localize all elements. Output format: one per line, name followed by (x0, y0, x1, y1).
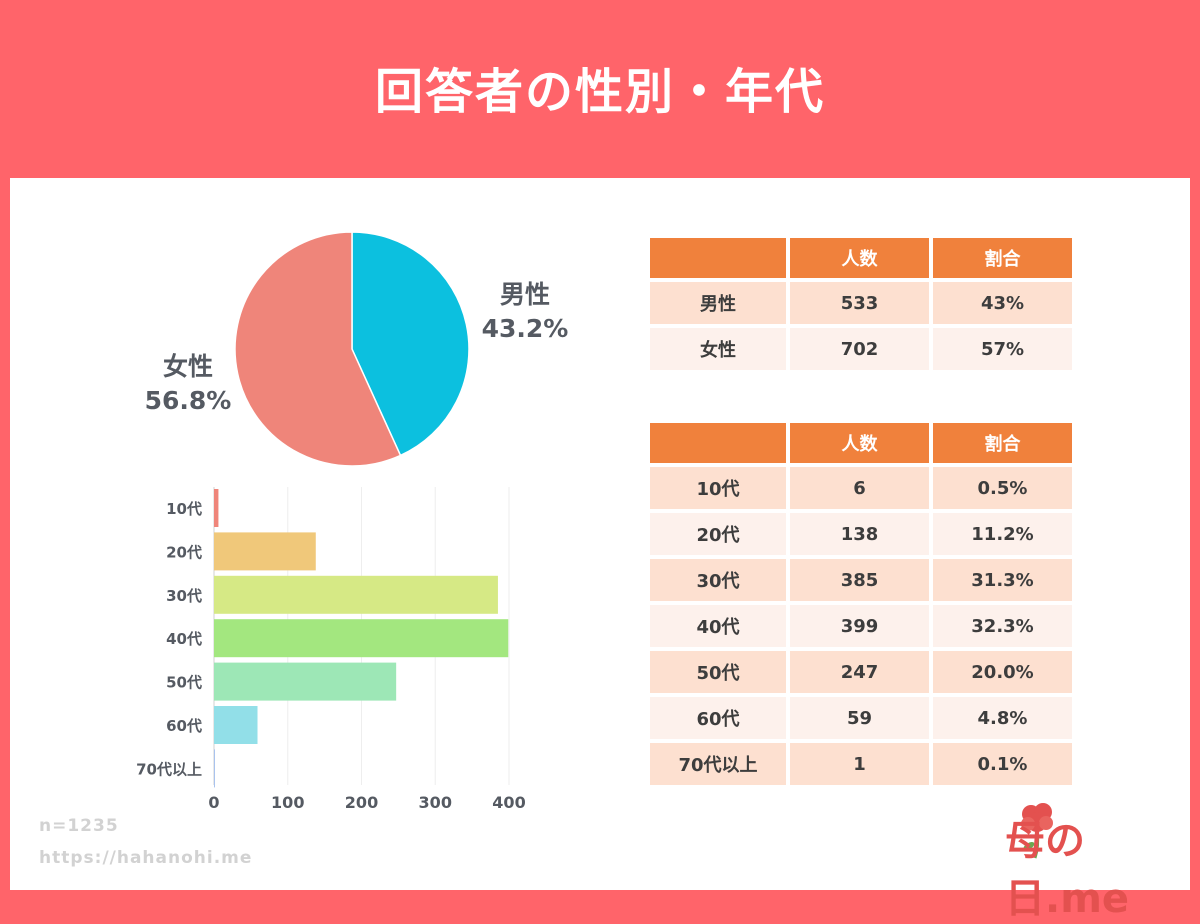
bar-2 (214, 575, 498, 614)
bar-0 (214, 489, 219, 527)
bar-4 (214, 662, 397, 701)
bar-3 (214, 619, 509, 658)
table-cell: 1 (790, 743, 929, 785)
table-cell: 70代以上 (650, 743, 786, 785)
table-row: 50代 247 20.0% (650, 651, 1072, 693)
age-table-header-cell (650, 423, 786, 463)
table-cell: 43% (933, 282, 1072, 324)
table-cell: 533 (790, 282, 929, 324)
gender-pie-chart: 男性 43.2% 女性 56.8% (10, 178, 610, 478)
age-table-header: 人数 割合 (650, 423, 1072, 463)
gender-table-header-cell (650, 238, 786, 278)
table-cell: 32.3% (933, 605, 1072, 647)
table-cell: 女性 (650, 328, 786, 370)
table-cell: 男性 (650, 282, 786, 324)
y-category-label: 70代以上 (136, 760, 202, 778)
table-cell: 10代 (650, 467, 786, 509)
table-cell: 385 (790, 559, 929, 601)
x-tick-label: 100 (271, 793, 304, 812)
table-cell: 4.8% (933, 697, 1072, 739)
table-cell: 11.2% (933, 513, 1072, 555)
table-row: 60代 59 4.8% (650, 697, 1072, 739)
table-cell: 399 (790, 605, 929, 647)
table-cell: 50代 (650, 651, 786, 693)
age-table: 人数 割合 10代 6 0.5% 20代 138 11.2% 30代 385 3… (646, 419, 1076, 789)
logo-text: 母の日.me (1005, 818, 1130, 922)
y-category-label: 30代 (166, 587, 202, 605)
pie-label-female: 女性 56.8% (128, 350, 248, 418)
table-cell: 247 (790, 651, 929, 693)
table-cell: 6 (790, 467, 929, 509)
bar-6 (214, 749, 215, 788)
pie-label-female-name: 女性 (162, 352, 213, 381)
table-row: 10代 6 0.5% (650, 467, 1072, 509)
age-table-header-cell: 人数 (790, 423, 929, 463)
table-row: 70代以上 1 0.1% (650, 743, 1072, 785)
pie-slice-1 (234, 231, 402, 467)
brand-logo: 母の日.me (965, 798, 1175, 922)
table-cell: 20.0% (933, 651, 1072, 693)
table-cell: 59 (790, 697, 929, 739)
page-title: 回答者の性別・年代 (374, 64, 825, 120)
table-cell: 40代 (650, 605, 786, 647)
y-category-label: 60代 (166, 717, 202, 735)
table-cell: 57% (933, 328, 1072, 370)
x-tick-label: 400 (492, 793, 525, 812)
sample-size: n=1235 (39, 816, 119, 836)
pie-label-male-value: 43.2% (481, 314, 569, 343)
pie-label-female-value: 56.8% (144, 386, 232, 415)
table-cell: 30代 (650, 559, 786, 601)
table-cell: 702 (790, 328, 929, 370)
y-category-label: 10代 (166, 500, 202, 518)
pie-slice-0 (351, 231, 470, 457)
source-url: https://hahanohi.me (39, 848, 253, 868)
pie-label-male: 男性 43.2% (465, 278, 585, 346)
y-category-label: 20代 (166, 543, 202, 561)
table-cell: 60代 (650, 697, 786, 739)
age-table-header-cell: 割合 (933, 423, 1072, 463)
y-category-label: 40代 (166, 630, 202, 648)
table-cell: 0.5% (933, 467, 1072, 509)
table-cell: 31.3% (933, 559, 1072, 601)
gender-table-header: 人数 割合 (650, 238, 1072, 278)
table-row: 女性 702 57% (650, 328, 1072, 370)
table-row: 40代 399 32.3% (650, 605, 1072, 647)
table-row: 20代 138 11.2% (650, 513, 1072, 555)
pie-svg (234, 231, 470, 467)
carnation-icon (1021, 803, 1053, 859)
age-bar-chart: 0 100 200 300 400 10代 20代 30代 40代 50代 60代 70代以上 (136, 487, 526, 812)
x-tick-label: 0 (208, 793, 219, 812)
bar-1 (214, 532, 316, 571)
y-category-label: 50代 (166, 674, 202, 692)
table-row: 30代 385 31.3% (650, 559, 1072, 601)
table-row: 男性 533 43% (650, 282, 1072, 324)
bar-5 (214, 706, 258, 744)
chart-card: 男性 43.2% 女性 56.8% 0 100 200 300 400 10代 20代 30代… (10, 178, 1190, 922)
table-cell: 138 (790, 513, 929, 555)
gender-table-header-cell: 人数 (790, 238, 929, 278)
gender-table-header-cell: 割合 (933, 238, 1072, 278)
x-tick-label: 200 (345, 793, 378, 812)
x-tick-label: 300 (419, 793, 452, 812)
gender-table: 人数 割合 男性 533 43% 女性 702 57% (646, 234, 1076, 374)
table-cell: 20代 (650, 513, 786, 555)
table-cell: 0.1% (933, 743, 1072, 785)
pie-label-male-name: 男性 (499, 280, 550, 309)
